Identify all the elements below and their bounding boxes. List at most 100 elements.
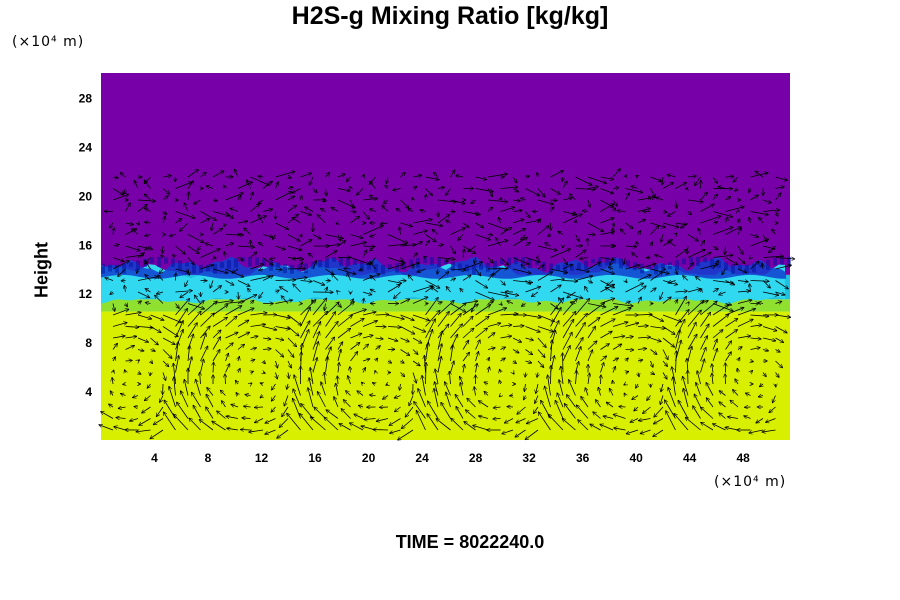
vector-arrow xyxy=(775,360,783,368)
vector-arrow xyxy=(195,379,201,396)
vector-arrow xyxy=(109,222,114,228)
vector-arrow xyxy=(587,261,601,270)
vector-arrow xyxy=(116,418,126,419)
vector-arrow xyxy=(675,223,688,225)
vector-arrow xyxy=(537,349,545,358)
x-tick-label: 36 xyxy=(576,451,590,465)
vector-arrow xyxy=(375,338,384,339)
vector-arrow xyxy=(387,285,401,293)
vector-arrow xyxy=(162,337,175,346)
vector-arrow xyxy=(775,337,784,344)
vector-arrow xyxy=(260,383,263,384)
interface-streak xyxy=(388,264,392,269)
vector-arrow xyxy=(137,327,153,328)
interface-streak xyxy=(311,261,315,269)
vector-arrow xyxy=(550,249,571,258)
interface-streak xyxy=(689,257,693,266)
vector-arrow xyxy=(388,361,392,364)
vector-arrow xyxy=(337,174,345,178)
vector-arrow xyxy=(420,210,426,212)
interface-streak xyxy=(108,264,112,272)
vector-arrow xyxy=(463,249,464,258)
vector-arrow xyxy=(175,298,190,316)
vector-arrow xyxy=(163,216,165,224)
vector-arrow xyxy=(376,418,389,422)
vector-arrow xyxy=(197,245,201,251)
vector-arrow xyxy=(755,171,764,178)
vector-arrow xyxy=(587,187,599,189)
vector-arrow xyxy=(418,388,426,408)
interface-streak xyxy=(514,256,518,265)
vector-arrow xyxy=(750,315,770,316)
interface-streak xyxy=(122,263,126,274)
vector-arrow xyxy=(698,228,701,235)
vector-arrow xyxy=(325,311,336,327)
vector-arrow xyxy=(613,208,616,212)
interface-streak xyxy=(724,262,728,270)
vector-arrow xyxy=(250,348,257,350)
vector-arrow xyxy=(475,340,481,350)
vector-arrow xyxy=(550,188,561,195)
vector-arrow xyxy=(254,407,264,408)
vector-arrow xyxy=(287,337,297,347)
vector-arrow xyxy=(562,345,570,362)
vector-arrow xyxy=(105,278,114,281)
vector-arrow xyxy=(537,326,554,332)
interface-streak xyxy=(374,264,378,273)
vector-arrow xyxy=(475,328,488,339)
interface-streak xyxy=(549,263,553,273)
vector-arrow xyxy=(587,303,605,316)
vector-arrow xyxy=(400,349,411,356)
vector-arrow xyxy=(478,401,489,408)
vector-arrow xyxy=(762,337,776,341)
vector-arrow xyxy=(100,410,114,419)
vector-arrow xyxy=(112,257,124,262)
vector-arrow xyxy=(562,298,577,316)
vector-arrow xyxy=(145,260,151,270)
vector-arrow xyxy=(625,301,631,303)
vector-arrow xyxy=(120,393,126,395)
interface-streak xyxy=(206,264,210,272)
vector-arrow xyxy=(625,265,641,270)
vector-arrow xyxy=(595,399,601,408)
vector-arrow xyxy=(537,265,544,270)
vector-arrow xyxy=(695,276,701,281)
vector-arrow xyxy=(725,352,732,362)
vector-arrow xyxy=(409,395,414,407)
vector-arrow xyxy=(579,258,589,259)
vector-arrow xyxy=(212,170,224,178)
vector-arrow xyxy=(587,341,597,350)
vector-arrow xyxy=(212,337,222,350)
interface-streak xyxy=(381,264,385,275)
vector-arrow xyxy=(180,291,189,298)
vector-arrow xyxy=(737,257,745,264)
vector-arrow xyxy=(536,383,538,394)
vector-arrow xyxy=(634,406,639,411)
vector-arrow xyxy=(551,365,552,385)
interface-streak xyxy=(521,257,525,265)
vector-arrow xyxy=(575,176,593,186)
vector-arrow xyxy=(749,217,751,224)
interface-streak xyxy=(339,256,343,267)
vector-arrow xyxy=(768,245,776,253)
vector-arrow xyxy=(300,211,312,216)
vector-arrow xyxy=(137,314,152,319)
vector-arrow xyxy=(762,326,777,331)
vector-arrow xyxy=(287,195,295,201)
vector-arrow xyxy=(200,218,211,224)
vector-arrow xyxy=(225,374,226,385)
vector-arrow xyxy=(551,340,553,362)
vector-arrow xyxy=(758,396,764,398)
vector-arrow xyxy=(251,300,255,303)
vector-arrow xyxy=(125,223,134,225)
vector-arrow xyxy=(512,268,531,274)
vector-arrow xyxy=(232,268,239,273)
vector-arrow xyxy=(412,297,428,304)
vector-arrow xyxy=(326,287,328,293)
vector-arrow xyxy=(487,323,501,327)
vector-arrow xyxy=(425,176,440,180)
vector-arrow xyxy=(775,187,785,189)
vector-arrow xyxy=(134,407,139,408)
vector-arrow xyxy=(262,349,271,350)
vector-arrow xyxy=(137,200,156,201)
